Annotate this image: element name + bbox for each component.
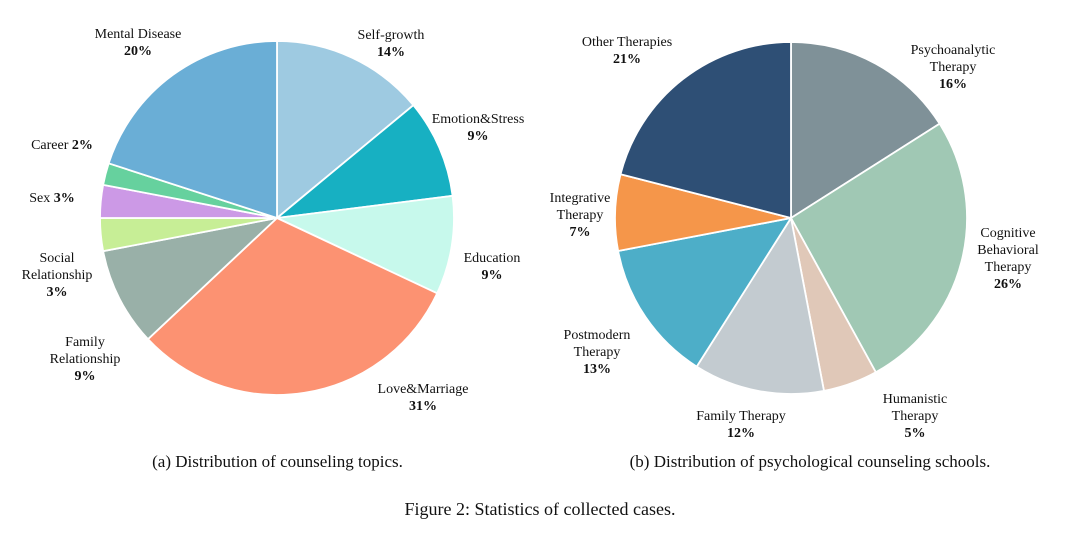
slice-label-family-therapy: Family Therapy 12% — [696, 409, 786, 441]
slice-name: Therapy — [574, 345, 621, 360]
slice-name: Education — [464, 251, 521, 266]
slice-percent: 26% — [994, 277, 1022, 292]
slice-label-social-relationship: Social Relationship 3% — [22, 251, 93, 300]
slice-name: Behavioral — [977, 243, 1039, 258]
pie-chart-topics: Self-growth 14% Emotion&Stress 9% Education 9… — [22, 27, 525, 414]
slice-name: Therapy — [985, 260, 1032, 275]
slice-percent: 14% — [377, 45, 405, 60]
slice-percent: 7% — [570, 225, 591, 240]
slice-name: Emotion&Stress — [432, 112, 525, 127]
slice-name: Family — [65, 335, 105, 350]
slice-name: Therapy — [892, 409, 939, 424]
slice-name: Humanistic — [883, 392, 948, 407]
slice-percent: 5% — [905, 426, 926, 441]
pie-slice-self-growth — [276, 40, 415, 220]
slice-label-other-therapies: Other Therapies 21% — [582, 35, 672, 67]
pie-slice-mental-disease — [107, 40, 278, 220]
slice-name: Cognitive — [980, 226, 1035, 241]
slice-label-postmodern-therapy: Postmodern Therapy 13% — [564, 328, 631, 377]
slice-percent: 9% — [75, 369, 96, 384]
slice-percent: 9% — [468, 129, 489, 144]
slice-name: Other Therapies — [582, 35, 672, 50]
figure-caption: Figure 2: Statistics of collected cases. — [404, 499, 676, 519]
slice-name: Postmodern — [564, 328, 631, 343]
slice-percent: 12% — [727, 426, 755, 441]
slice-name: Social — [40, 251, 75, 266]
slice-percent: 20% — [124, 44, 152, 59]
caption-topics: (a) Distribution of counseling topics. — [152, 452, 403, 471]
slice-label-career: Career 2% — [31, 138, 93, 153]
slice-label-family-relationship: Family Relationship 9% — [50, 335, 121, 384]
caption-schools: (b) Distribution of psychological counse… — [629, 452, 991, 471]
pie-slice-cognitive-behavioral-therapy — [789, 122, 968, 374]
slice-name: Therapy — [930, 60, 977, 75]
slice-label-emotion-stress: Emotion&Stress 9% — [432, 112, 525, 144]
pie-slice-family-therapy — [695, 215, 826, 395]
slice-label-self-growth: Self-growth 14% — [358, 28, 425, 60]
slice-name: Career — [31, 138, 72, 153]
slice-name: Relationship — [50, 352, 121, 367]
pie-slice-psychoanalytic-therapy — [790, 41, 941, 220]
slice-label-sex: Sex 3% — [29, 191, 75, 206]
slice-name: Self-growth — [358, 28, 425, 43]
slice-name: Therapy — [557, 208, 604, 223]
slice-name: Psychoanalytic — [911, 43, 996, 58]
chart-panel-topics: Self-growth 14% Emotion&Stress 9% Education 9… — [0, 0, 540, 450]
slice-percent: 16% — [939, 77, 967, 92]
slice-percent: 3% — [47, 285, 68, 300]
pie-slice-love-marriage — [146, 216, 439, 396]
slice-label-cognitive-behavioral-therapy: Cognitive Behavioral Therapy 26% — [977, 226, 1039, 292]
slice-name: Sex — [29, 191, 54, 206]
pie-slice-emotion-stress — [274, 103, 454, 220]
slice-label-mental-disease: Mental Disease 20% — [95, 27, 182, 59]
slice-label-humanistic-therapy: Humanistic Therapy 5% — [883, 392, 948, 441]
slice-name: Integrative — [550, 191, 611, 206]
chart-panel-schools: Psychoanalytic Therapy 16% Cognitive Behavio… — [540, 0, 1080, 450]
slice-name: Love&Marriage — [378, 382, 469, 397]
slice-percent: 13% — [583, 362, 611, 377]
slice-label-integrative-therapy: Integrative Therapy 7% — [550, 191, 611, 240]
slice-percent: 2% — [72, 138, 93, 153]
slice-percent: 21% — [613, 52, 641, 67]
slice-name: Mental Disease — [95, 27, 182, 42]
pie-slice-education — [273, 194, 455, 295]
pie-chart-schools: Psychoanalytic Therapy 16% Cognitive Behavio… — [550, 35, 1039, 441]
slice-name: Family Therapy — [696, 409, 786, 424]
slice-percent: 9% — [482, 268, 503, 283]
slice-percent: 31% — [409, 399, 437, 414]
pie-slice-other-therapies — [619, 41, 792, 220]
slice-label-love-marriage: Love&Marriage 31% — [378, 382, 469, 414]
slice-label-education: Education 9% — [464, 251, 521, 283]
slice-name: Relationship — [22, 268, 93, 283]
pie-slice-family-relationship — [102, 216, 280, 341]
pie-slice-postmodern-therapy — [617, 216, 793, 368]
slice-label-psychoanalytic-therapy: Psychoanalytic Therapy 16% — [911, 43, 996, 92]
slice-percent: 3% — [54, 191, 75, 206]
